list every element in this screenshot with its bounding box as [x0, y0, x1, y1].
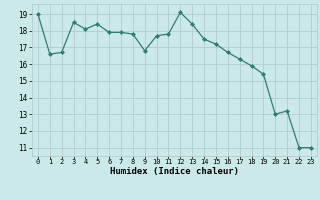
- X-axis label: Humidex (Indice chaleur): Humidex (Indice chaleur): [110, 167, 239, 176]
